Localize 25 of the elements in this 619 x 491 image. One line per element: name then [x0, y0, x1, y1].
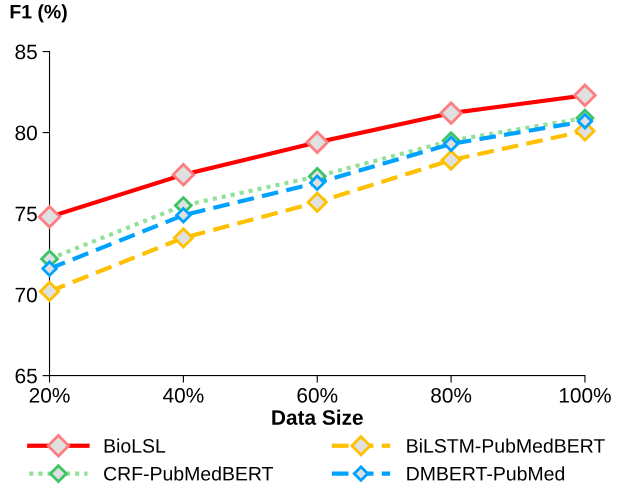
point: [306, 192, 328, 213]
legend-label: BioLSL: [104, 438, 166, 453]
x-tick-label: 60%: [297, 388, 338, 403]
point: [175, 207, 192, 224]
point: [440, 150, 462, 171]
x-tick-label: 80%: [431, 388, 472, 403]
point: [172, 227, 194, 248]
y-tick-label: 85: [15, 44, 37, 60]
y-tick-label: 80: [15, 126, 37, 140]
y-tick-label: 65: [16, 368, 37, 384]
x-tick-label: 40%: [163, 388, 204, 403]
y-axis-title: F1 (%): [10, 4, 67, 22]
y-tick-label: 75: [16, 206, 37, 222]
legend-label: BiLSTM-PubMedBERT: [407, 438, 605, 453]
point: [38, 280, 60, 302]
point: [41, 260, 58, 277]
x-axis-title: Data Size: [272, 410, 363, 425]
legend-label: DMBERT-PubMed: [407, 466, 564, 481]
point: [309, 174, 326, 191]
point: [576, 113, 594, 130]
x-tick-label: 100%: [560, 388, 611, 403]
x-tick-label: 20%: [30, 388, 70, 403]
point: [442, 136, 460, 152]
legend-label: CRF-PubMedBERT: [104, 466, 274, 481]
y-tick-label: 70: [16, 288, 37, 302]
